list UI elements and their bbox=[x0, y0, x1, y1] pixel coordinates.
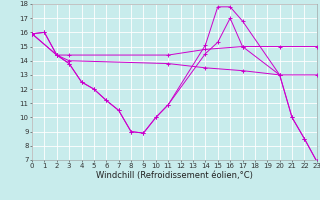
X-axis label: Windchill (Refroidissement éolien,°C): Windchill (Refroidissement éolien,°C) bbox=[96, 171, 253, 180]
